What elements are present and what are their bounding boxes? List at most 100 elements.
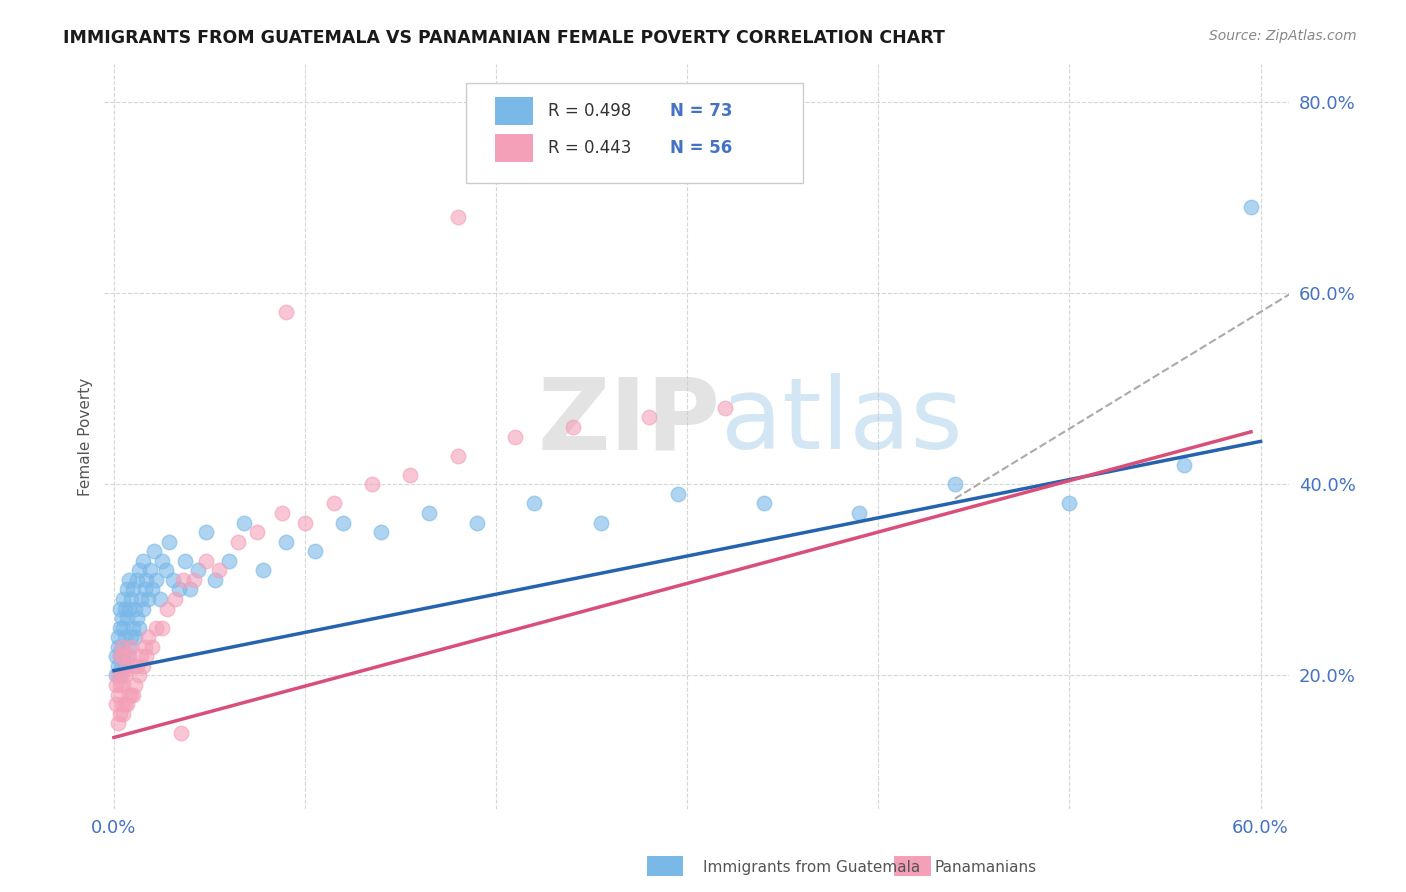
Point	[104, 678, 127, 692]
Point	[156, 601, 179, 615]
Point	[145, 621, 167, 635]
Point	[638, 410, 661, 425]
Text: N = 73: N = 73	[669, 102, 733, 120]
Point	[561, 420, 583, 434]
Point	[131, 554, 153, 568]
Point	[447, 449, 470, 463]
Point	[131, 658, 153, 673]
Text: Source: ZipAtlas.com: Source: ZipAtlas.com	[1209, 29, 1357, 43]
Point	[1240, 200, 1263, 214]
Point	[666, 487, 689, 501]
Point	[179, 582, 201, 597]
Point	[218, 554, 240, 568]
Point	[128, 668, 150, 682]
Point	[134, 582, 156, 597]
Point	[204, 573, 226, 587]
Point	[110, 697, 132, 711]
Point	[173, 554, 195, 568]
Point	[104, 649, 127, 664]
Point	[194, 554, 217, 568]
Point	[114, 630, 136, 644]
Point	[150, 554, 173, 568]
Point	[110, 640, 132, 654]
Point	[141, 582, 163, 597]
Point	[183, 573, 205, 587]
Point	[107, 668, 129, 682]
Point	[149, 592, 172, 607]
Point	[271, 506, 294, 520]
Point	[274, 305, 297, 319]
Point	[165, 592, 187, 607]
Point	[114, 668, 136, 682]
Point	[108, 649, 131, 664]
Point	[112, 649, 135, 664]
Point	[110, 640, 132, 654]
Point	[108, 621, 131, 635]
Point	[139, 563, 162, 577]
Point	[138, 630, 160, 644]
Point	[170, 725, 193, 739]
Point	[107, 640, 129, 654]
Point	[107, 716, 129, 731]
Point	[129, 649, 152, 664]
Point	[447, 210, 470, 224]
Point	[129, 592, 152, 607]
Point	[117, 658, 139, 673]
Point	[112, 592, 135, 607]
Point	[157, 534, 180, 549]
Point	[503, 429, 526, 443]
Point	[117, 649, 139, 664]
Point	[108, 668, 131, 682]
Point	[162, 573, 184, 587]
Point	[112, 649, 135, 664]
Point	[172, 573, 194, 587]
Point	[332, 516, 354, 530]
Point	[118, 649, 141, 664]
Point	[155, 563, 177, 577]
Point	[114, 697, 136, 711]
Point	[226, 534, 249, 549]
Point	[128, 621, 150, 635]
Text: N = 56: N = 56	[669, 139, 731, 157]
Point	[124, 678, 146, 692]
Point	[125, 611, 148, 625]
Point	[465, 516, 488, 530]
Point	[117, 582, 139, 597]
Point	[108, 601, 131, 615]
Bar	[495, 97, 533, 125]
Point	[104, 668, 127, 682]
Text: Immigrants from Guatemala: Immigrants from Guatemala	[703, 860, 921, 874]
Point	[246, 525, 269, 540]
Point	[110, 668, 132, 682]
Point	[108, 706, 131, 721]
Point	[322, 496, 344, 510]
Text: Panamanians: Panamanians	[935, 860, 1038, 874]
Point	[304, 544, 326, 558]
Point	[125, 658, 148, 673]
Point	[117, 611, 139, 625]
Point	[752, 496, 775, 510]
Point	[118, 573, 141, 587]
FancyBboxPatch shape	[647, 856, 683, 876]
Point	[848, 506, 870, 520]
Point	[714, 401, 737, 415]
Point	[120, 688, 142, 702]
Point	[118, 688, 141, 702]
Point	[112, 678, 135, 692]
Point	[120, 630, 142, 644]
Text: ZIP: ZIP	[537, 373, 720, 470]
Point	[124, 601, 146, 615]
Text: R = 0.443: R = 0.443	[547, 139, 631, 157]
Point	[591, 516, 613, 530]
Point	[145, 573, 167, 587]
Point	[124, 630, 146, 644]
Point	[110, 658, 132, 673]
Point	[134, 640, 156, 654]
Point	[399, 467, 422, 482]
Point	[114, 601, 136, 615]
Point	[1059, 496, 1081, 510]
FancyBboxPatch shape	[894, 856, 931, 876]
Point	[274, 534, 297, 549]
Text: atlas: atlas	[720, 373, 962, 470]
Point	[294, 516, 316, 530]
